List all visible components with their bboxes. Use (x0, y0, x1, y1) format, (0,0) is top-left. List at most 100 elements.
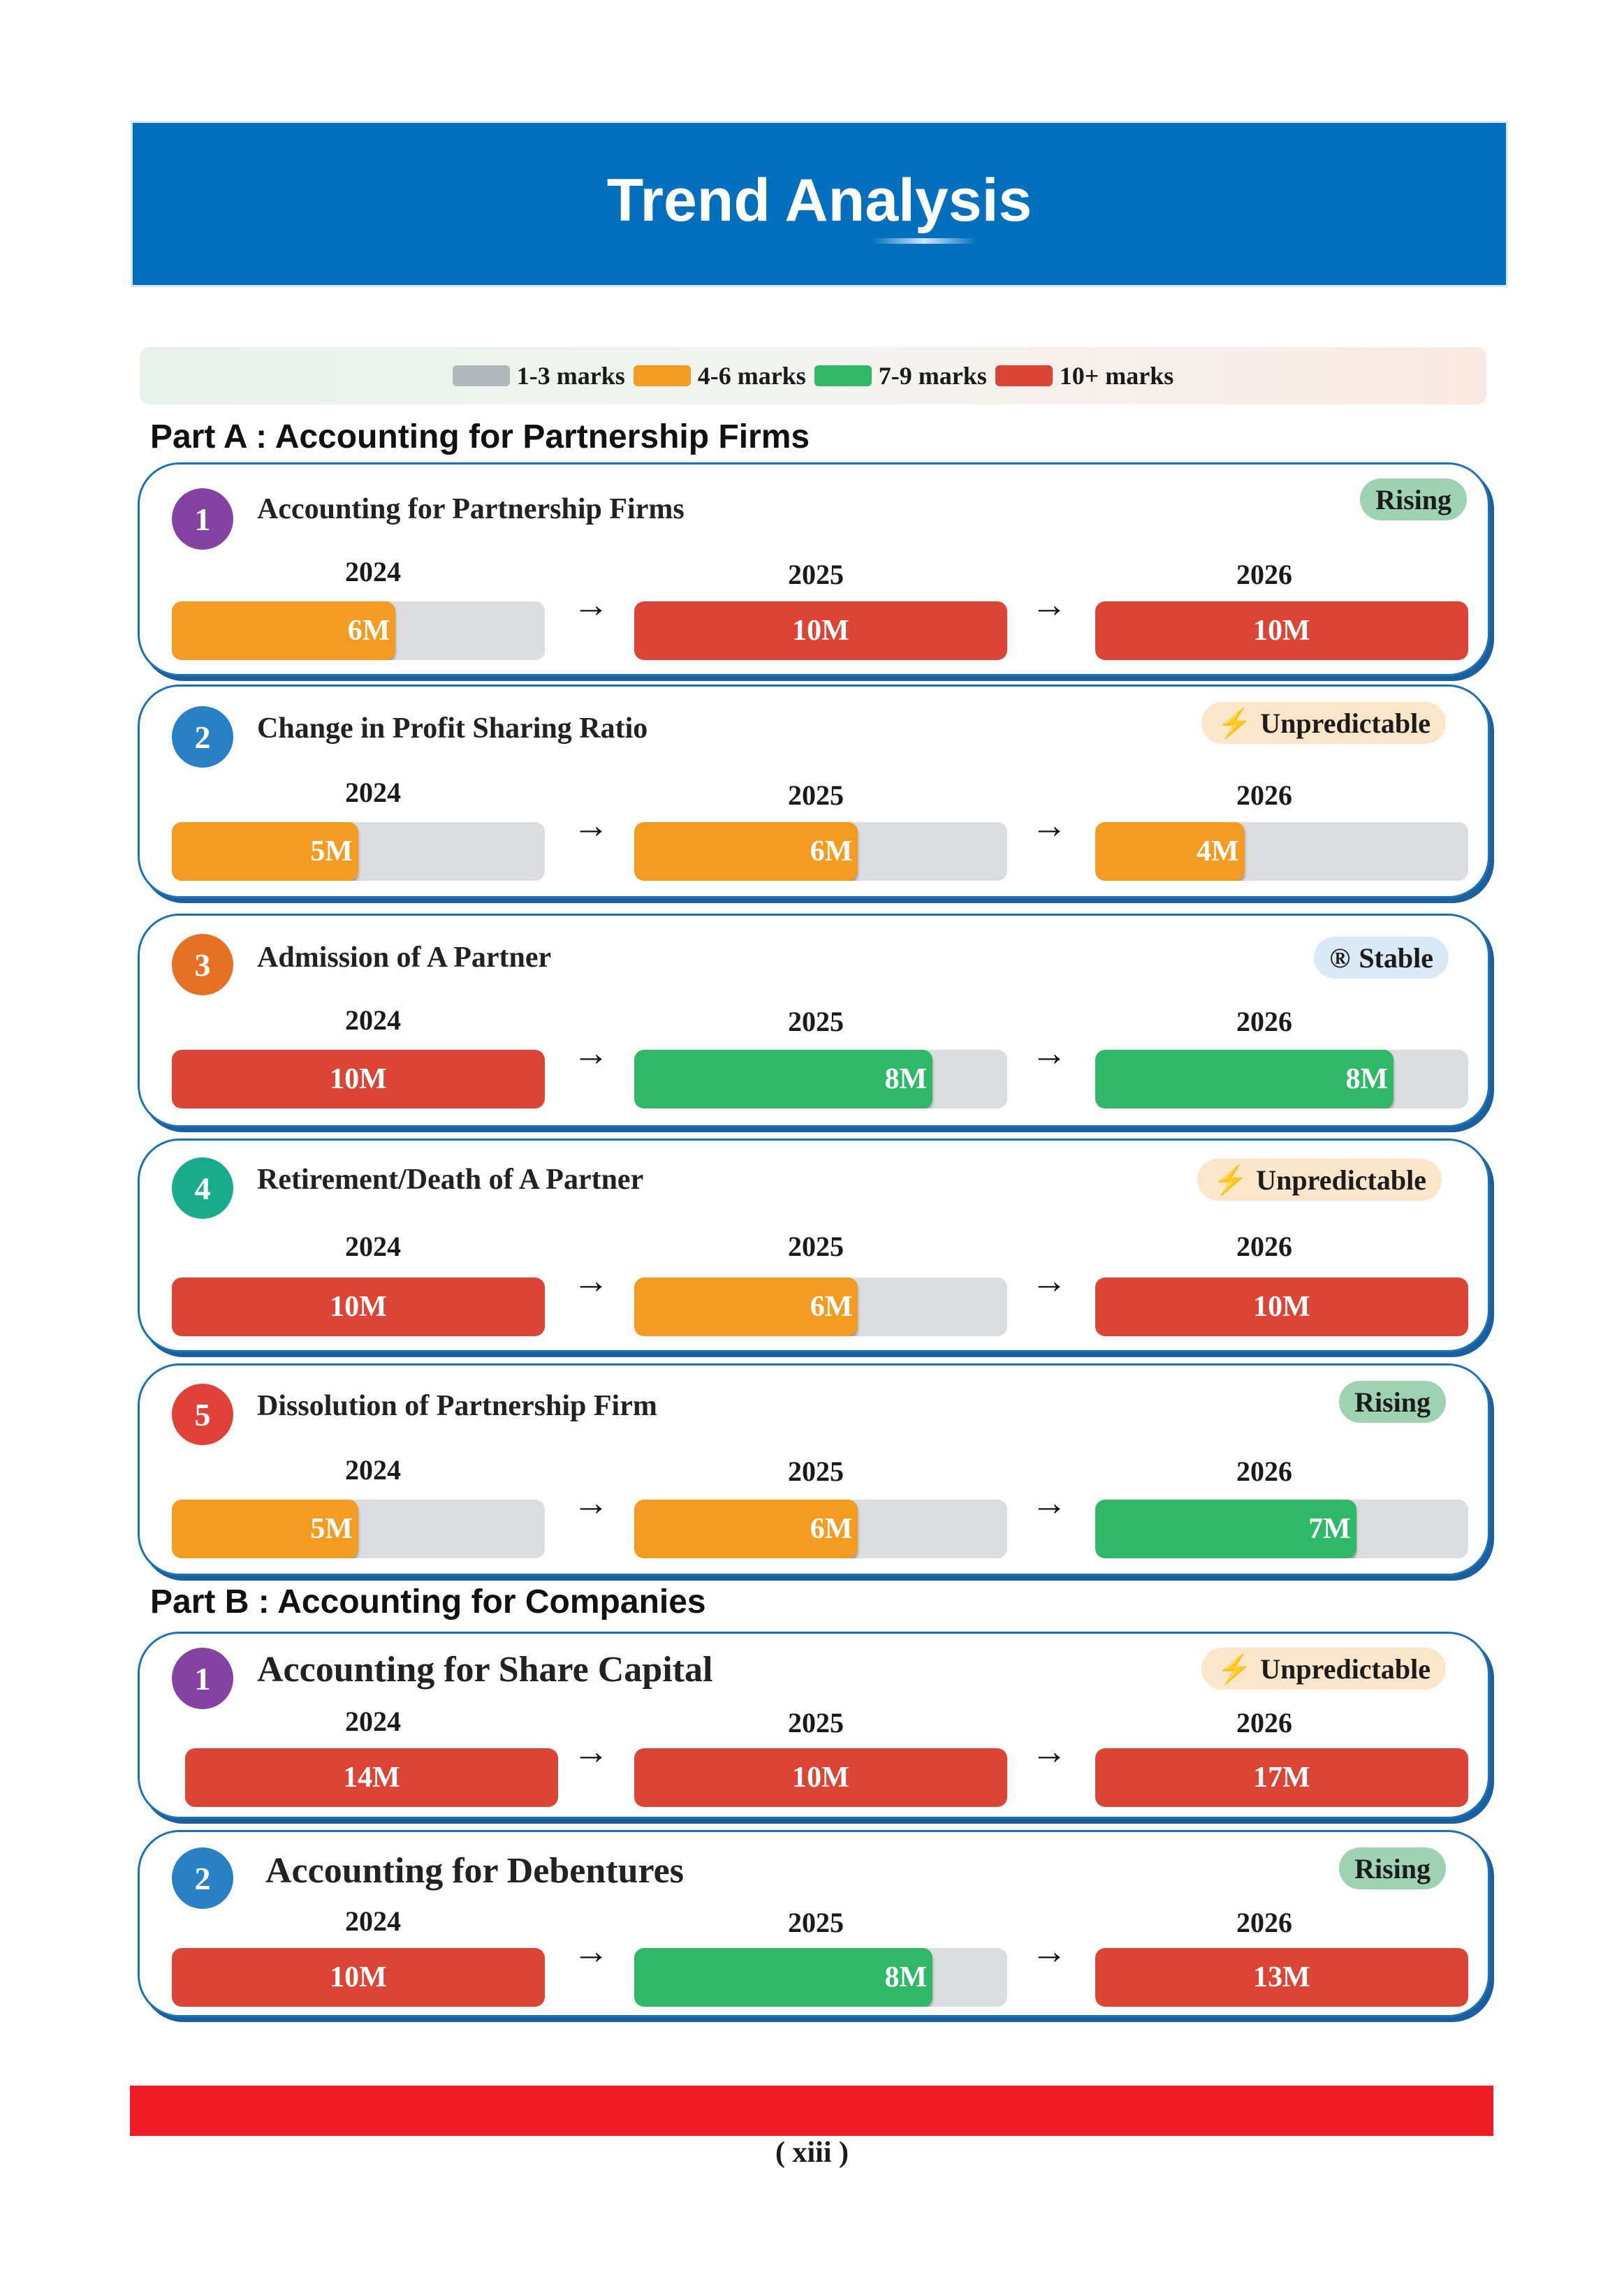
year-label: 2025 (788, 1456, 844, 1487)
trend-badge: ⚡ Unpredictable (1197, 1159, 1442, 1201)
arrow-right-icon: → (573, 1484, 609, 1523)
trend-badge: ® Stable (1314, 937, 1449, 979)
marks-bar-fill (634, 1278, 858, 1336)
year-label: 2024 (345, 556, 401, 587)
legend-swatch (995, 365, 1053, 386)
marks-value: 10M (330, 1961, 387, 1993)
marks-bar: 4M (1095, 822, 1468, 881)
year-label: 2025 (788, 1006, 844, 1037)
part-b-heading: Part B : Accounting for Companies (150, 1583, 706, 1620)
marks-bar-fill (1095, 822, 1245, 881)
marks-bar-fill (1095, 1948, 1468, 2007)
legend-item: 10+ marks (995, 361, 1174, 390)
topic-title: Change in Profit Sharing Ratio (257, 712, 648, 745)
legend-label: 1-3 marks (516, 362, 625, 390)
topic-number: 4 (172, 1157, 233, 1219)
marks-value: 6M (810, 1513, 853, 1545)
topic-title: Retirement/Death of A Partner (257, 1164, 644, 1196)
marks-bar-fill (172, 601, 396, 660)
topic-title: Dissolution of Partnership Firm (257, 1390, 657, 1422)
arrow-right-icon: → (573, 1261, 609, 1301)
legend-item: 4-6 marks (633, 361, 806, 390)
marks-bar: 10M (172, 1278, 545, 1336)
marks-value: 4M (1196, 835, 1239, 868)
marks-bar-fill (1095, 1748, 1468, 1807)
marks-bar: 6M (172, 601, 545, 660)
year-label: 2026 (1236, 1231, 1292, 1262)
marks-bar-fill (634, 601, 1007, 660)
marks-bar: 10M (634, 601, 1007, 660)
lightning-icon: ⚡ (1213, 1164, 1248, 1196)
year-label: 2026 (1236, 779, 1292, 811)
arrow-right-icon: → (1031, 1732, 1067, 1772)
topic-title: Accounting for Partnership Firms (257, 493, 685, 525)
topic-card: 5 Dissolution of Partnership Firm Rising 20… (138, 1363, 1490, 1576)
topic-title: Admission of A Partner (257, 942, 552, 974)
marks-bar: 5M (172, 1500, 545, 1558)
marks-value: 8M (884, 1063, 928, 1095)
marks-bar: 10M (172, 1050, 545, 1108)
arrow-right-icon: → (1031, 1034, 1067, 1074)
footer-bar (130, 2086, 1493, 2136)
topic-card: 1 Accounting for Share Capital ⚡ Unpredicta… (138, 1632, 1490, 1819)
marks-value: 10M (792, 1762, 849, 1794)
arrow-right-icon: → (1031, 585, 1067, 625)
part-a-heading: Part A : Accounting for Partnership Firm… (150, 418, 810, 455)
topic-title: Accounting for Share Capital (257, 1650, 713, 1690)
trend-label: Unpredictable (1260, 707, 1431, 739)
marks-bar-fill (1095, 1500, 1356, 1558)
year-label: 2024 (345, 1004, 401, 1036)
year-label: 2024 (345, 1454, 401, 1486)
title-underline (872, 238, 976, 244)
year-label: 2026 (1236, 1907, 1292, 1938)
trend-label: Rising (1354, 1386, 1431, 1418)
marks-value: 6M (810, 1291, 853, 1323)
marks-bar-fill (172, 1050, 545, 1108)
marks-bar: 10M (1095, 1278, 1468, 1336)
marks-bar-fill (172, 1278, 545, 1336)
marks-value: 5M (310, 1513, 353, 1545)
year-label: 2026 (1236, 1707, 1292, 1738)
arrow-right-icon: → (573, 1932, 609, 1972)
trend-label: Unpredictable (1256, 1164, 1426, 1196)
marks-bar: 5M (172, 822, 545, 881)
marks-bar-fill (634, 1948, 933, 2007)
topic-number: 5 (172, 1384, 233, 1445)
marks-value: 10M (330, 1291, 387, 1323)
year-label: 2026 (1236, 559, 1292, 590)
marks-bar: 10M (1095, 601, 1468, 660)
marks-bar: 14M (185, 1748, 558, 1807)
legend-item: 7-9 marks (814, 361, 987, 390)
trend-badge: Rising (1360, 478, 1467, 520)
marks-value: 8M (884, 1961, 928, 1993)
trend-badge: Rising (1339, 1381, 1446, 1423)
trend-badge: Rising (1339, 1847, 1446, 1889)
legend-item: 1-3 marks (452, 361, 625, 390)
trend-badge: ⚡ Unpredictable (1201, 1648, 1446, 1690)
marks-bar: 10M (634, 1748, 1007, 1807)
legend-swatch (633, 365, 691, 386)
topic-number: 2 (172, 1847, 233, 1909)
year-label: 2025 (788, 1907, 844, 1938)
legend-label: 10+ marks (1059, 362, 1174, 390)
marks-value: 17M (1253, 1762, 1310, 1794)
arrow-right-icon: → (573, 1732, 609, 1772)
topic-card: 2 Change in Profit Sharing Ratio ⚡ Unpredic… (138, 685, 1490, 898)
marks-value: 6M (810, 835, 853, 868)
trend-badge: ⚡ Unpredictable (1201, 702, 1446, 744)
year-label: 2024 (345, 1706, 401, 1737)
registered-icon: ® (1329, 942, 1351, 974)
legend-swatch (452, 365, 510, 386)
marks-bar-fill (172, 1948, 545, 2007)
page-number: ( xiii ) (775, 2137, 849, 2169)
legend-label: 4-6 marks (697, 362, 806, 390)
legend: 1-3 marks 4-6 marks 7-9 marks 10+ marks (140, 347, 1486, 404)
arrow-right-icon: → (573, 806, 609, 846)
marks-bar: 6M (634, 1278, 1007, 1336)
year-label: 2025 (788, 1707, 844, 1738)
lightning-icon: ⚡ (1217, 1653, 1252, 1685)
marks-bar: 13M (1095, 1948, 1468, 2007)
year-label: 2026 (1236, 1006, 1292, 1037)
trend-label: Rising (1354, 1852, 1431, 1884)
topic-number: 3 (172, 934, 233, 995)
